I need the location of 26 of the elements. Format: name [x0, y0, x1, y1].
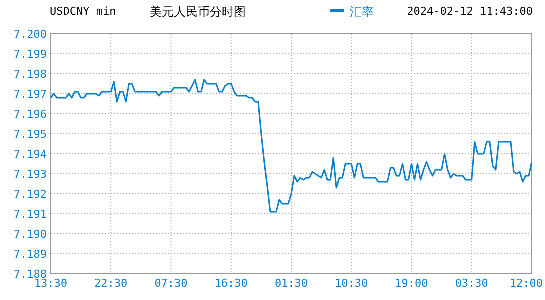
chart-subtitle: USDCNY min	[50, 5, 116, 18]
text: 2024-02-12 11:43:00	[407, 5, 533, 18]
y-tick-label: 7.197	[14, 88, 47, 101]
y-tick-label: 7.198	[14, 68, 47, 81]
x-tick-label: 10:30	[335, 277, 368, 290]
line-series	[50, 79, 533, 213]
x-tick-label: 13:30	[34, 277, 68, 290]
chart-title: 美元人民币分时图	[150, 5, 246, 19]
x-tick-label: 16:30	[214, 277, 248, 290]
x-tick-label: 19:00	[395, 277, 428, 290]
y-tick-label: 7.190	[14, 228, 47, 241]
y-tick-label: 7.196	[14, 108, 47, 121]
y-tick-label: 7.193	[14, 168, 47, 181]
x-tick-label: 07:30	[154, 277, 188, 290]
x-tick-label: 12:00	[510, 277, 543, 290]
y-tick-label: 7.191	[14, 208, 47, 221]
x-tick-label: 01:30	[274, 277, 308, 290]
y-tick-label: 7.192	[14, 188, 47, 201]
y-tick-label: 7.199	[14, 48, 47, 61]
y-tick-label: 7.189	[14, 248, 47, 261]
y-tick-label: 7.195	[14, 128, 47, 141]
y-tick-label: 7.200	[14, 28, 47, 41]
x-tick-label: 22:30	[94, 277, 128, 290]
x-tick-label: 03:30	[455, 277, 488, 290]
legend-label: 汇率	[350, 5, 374, 19]
y-tick-label: 7.194	[14, 148, 48, 161]
